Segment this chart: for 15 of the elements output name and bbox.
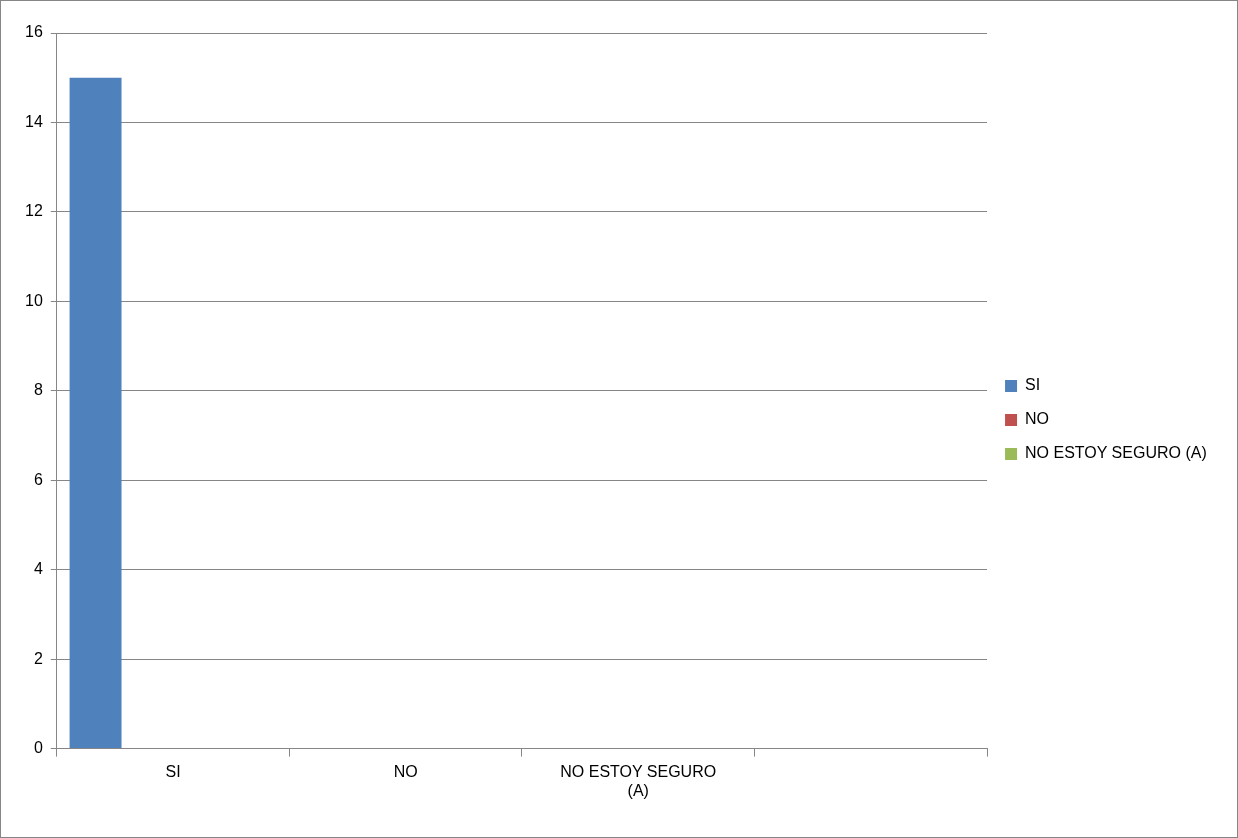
x-tick-label: SI [165,762,181,780]
y-tick-label: 14 [25,112,43,130]
y-tick-label: 8 [33,381,43,399]
legend-label: SI [1025,376,1041,394]
y-tick-label: 2 [33,649,43,667]
y-tick-label: 16 [25,23,43,41]
y-tick-label: 12 [25,202,43,220]
y-tick-label: 6 [33,470,43,488]
legend-label: NO [1025,410,1050,428]
x-tick-label: NO ESTOY SEGURO (A) [560,762,717,799]
x-tick-label: NO [393,762,418,780]
y-tick-label: 10 [25,291,43,309]
y-tick-label: 4 [33,560,43,578]
legend-label: NO ESTOY SEGURO (A) [1025,444,1207,462]
y-tick-label: 0 [33,739,43,757]
